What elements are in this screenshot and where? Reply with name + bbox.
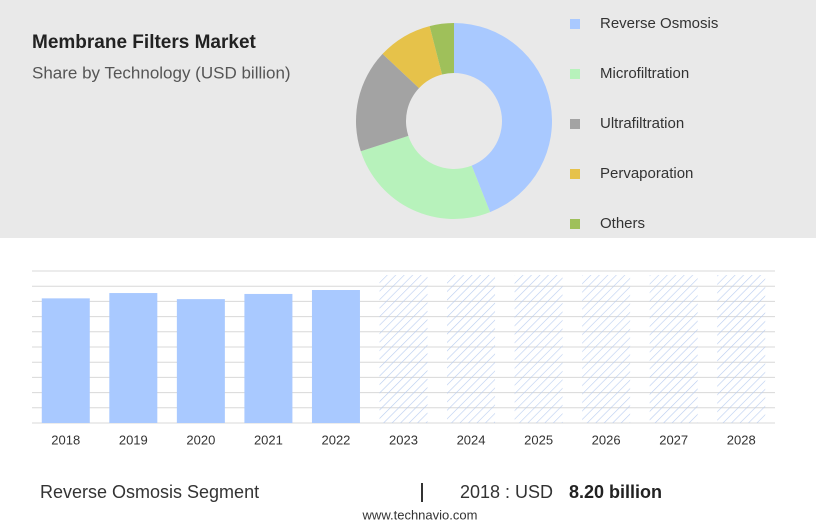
legend: Reverse Osmosis Microfiltration Ultrafiltr… bbox=[570, 15, 718, 232]
x-tick-label: 2020 bbox=[186, 432, 215, 447]
x-tick-label: 2023 bbox=[389, 432, 418, 447]
x-tick-label: 2019 bbox=[119, 432, 148, 447]
footer-segment: Reverse Osmosis Segment bbox=[40, 482, 259, 502]
chart-subtitle: Share by Technology (USD billion) bbox=[32, 63, 291, 82]
x-tick-label: 2027 bbox=[659, 432, 688, 447]
forecast-placeholder bbox=[514, 275, 563, 423]
x-tick-label: 2026 bbox=[592, 432, 621, 447]
x-tick-label: 2022 bbox=[321, 432, 350, 447]
legend-label: Pervaporation bbox=[600, 165, 693, 182]
footer-year: 2018 : USD bbox=[460, 482, 553, 502]
bar bbox=[41, 298, 90, 423]
chart-title: Membrane Filters Market bbox=[32, 32, 257, 53]
website: www.technavio.com bbox=[362, 507, 478, 522]
x-tick-label: 2018 bbox=[51, 432, 80, 447]
legend-swatch bbox=[570, 119, 580, 129]
forecast-placeholder bbox=[717, 275, 766, 423]
footer-value: 8.20 billion bbox=[569, 482, 662, 502]
x-tick-label: 2028 bbox=[727, 432, 756, 447]
donut-segment bbox=[382, 26, 443, 89]
legend-swatch bbox=[570, 69, 580, 79]
legend-swatch bbox=[570, 219, 580, 229]
donut bbox=[355, 23, 553, 219]
legend-swatch bbox=[570, 19, 580, 29]
forecast-placeholder bbox=[447, 275, 496, 423]
donut-segment bbox=[429, 23, 454, 75]
x-tick-label: 2024 bbox=[457, 432, 486, 447]
donut-segment bbox=[360, 135, 491, 219]
bar bbox=[109, 293, 158, 423]
forecast-placeholder bbox=[649, 275, 698, 423]
x-tick-label: 2021 bbox=[254, 432, 283, 447]
bar-chart: 2018 2019 2020 2021 2022 2023 2024 2025 2026 2027… bbox=[32, 270, 775, 447]
legend-label: Reverse Osmosis bbox=[600, 15, 718, 32]
bar bbox=[311, 290, 360, 423]
x-tick-label: 2025 bbox=[524, 432, 553, 447]
forecast-placeholder bbox=[582, 275, 631, 423]
bar bbox=[176, 299, 225, 423]
legend-label: Microfiltration bbox=[600, 65, 689, 82]
legend-label: Ultrafiltration bbox=[600, 115, 684, 132]
donut-segment bbox=[454, 23, 553, 213]
donut-segment bbox=[355, 53, 420, 152]
legend-label: Others bbox=[600, 215, 645, 232]
forecast-placeholder bbox=[379, 275, 428, 423]
bar bbox=[244, 293, 293, 423]
legend-swatch bbox=[570, 169, 580, 179]
